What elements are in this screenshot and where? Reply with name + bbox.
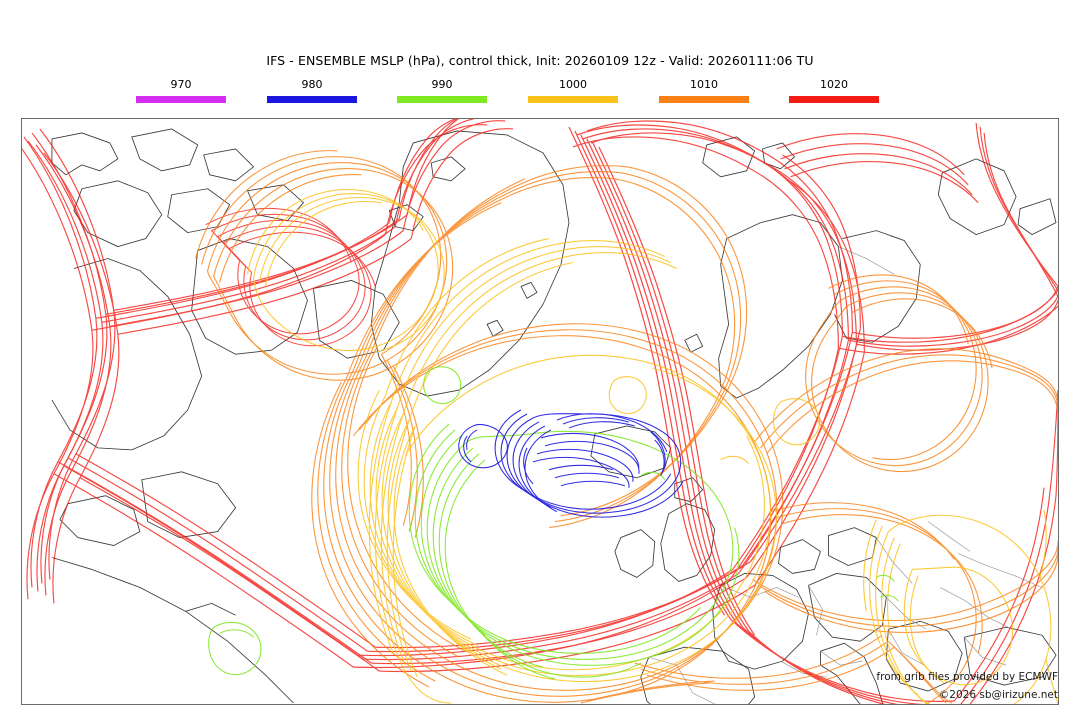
scandinavia-ridge-1020 [572,120,1058,355]
mslp-spaghetti-plot [22,119,1058,704]
coastlines-layer [51,128,1057,704]
legend-swatch-970 [136,96,226,103]
eastern-europe-low-1000 [863,509,1058,704]
baffin-high-1010 [195,150,454,538]
legend-swatch-1020 [789,96,879,103]
data-source-credit: from grib files provided by ECMWF [876,671,1058,683]
norwegian-sea-1020 [568,126,955,704]
contour-group-1010 [195,150,1058,704]
legend-label-1020: 1020 [820,78,848,91]
legend-item-970: 970 [96,78,266,103]
contour-group-980 [458,409,684,518]
legend-swatch-1010 [659,96,749,103]
greenland-sea-1020 [776,133,979,204]
legend-label-1000: 1000 [559,78,587,91]
chart-title: IFS - ENSEMBLE MSLP (hPa), control thick… [266,53,814,68]
contour-group-1020 [22,119,1058,704]
legend-swatch-990 [397,96,487,103]
legend-item-1000: 1000 [488,78,658,103]
legend-swatch-980 [267,96,357,103]
contour-legend: 970 980 990 1000 1010 1020 [21,78,1059,108]
legend-label-980: 980 [301,78,323,91]
legend-label-1010: 1010 [690,78,718,91]
legend-item-1020: 1020 [749,78,919,103]
south-europe-1010 [580,634,953,704]
legend-swatch-1000 [528,96,618,103]
map-plot-area[interactable] [21,118,1059,705]
legend-label-990: 990 [431,78,453,91]
legend-label-970: 970 [170,78,192,91]
contour-group-990 [208,366,899,680]
legend-item-980: 980 [227,78,397,103]
legend-item-990: 990 [357,78,527,103]
contour-group-1000 [247,189,1058,704]
legend-item-1010: 1010 [619,78,789,103]
barents-low-1010 [805,274,993,473]
baffin-1020-tangle [205,207,376,347]
small-1000-cells [608,376,820,465]
central-low-990 [408,423,740,680]
copyright-credit: ©2026 sb@irizune.net [938,689,1058,701]
small-990-cells [208,366,899,676]
east-europe-1020 [953,390,1058,704]
eastern-europe-1010 [752,348,1058,704]
baffin-high-1000 [247,189,445,353]
greenland-east-1010 [346,165,748,529]
atlantic-ridge-1020 [22,119,865,673]
